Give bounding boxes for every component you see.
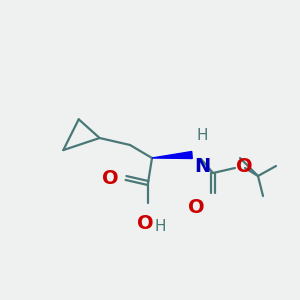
Text: O: O <box>102 169 119 188</box>
Text: O: O <box>236 158 253 176</box>
Text: H: H <box>155 219 166 234</box>
Text: H: H <box>196 128 208 143</box>
Polygon shape <box>152 152 192 158</box>
Text: O: O <box>137 214 153 233</box>
Text: O: O <box>188 198 205 217</box>
Text: N: N <box>194 157 210 176</box>
